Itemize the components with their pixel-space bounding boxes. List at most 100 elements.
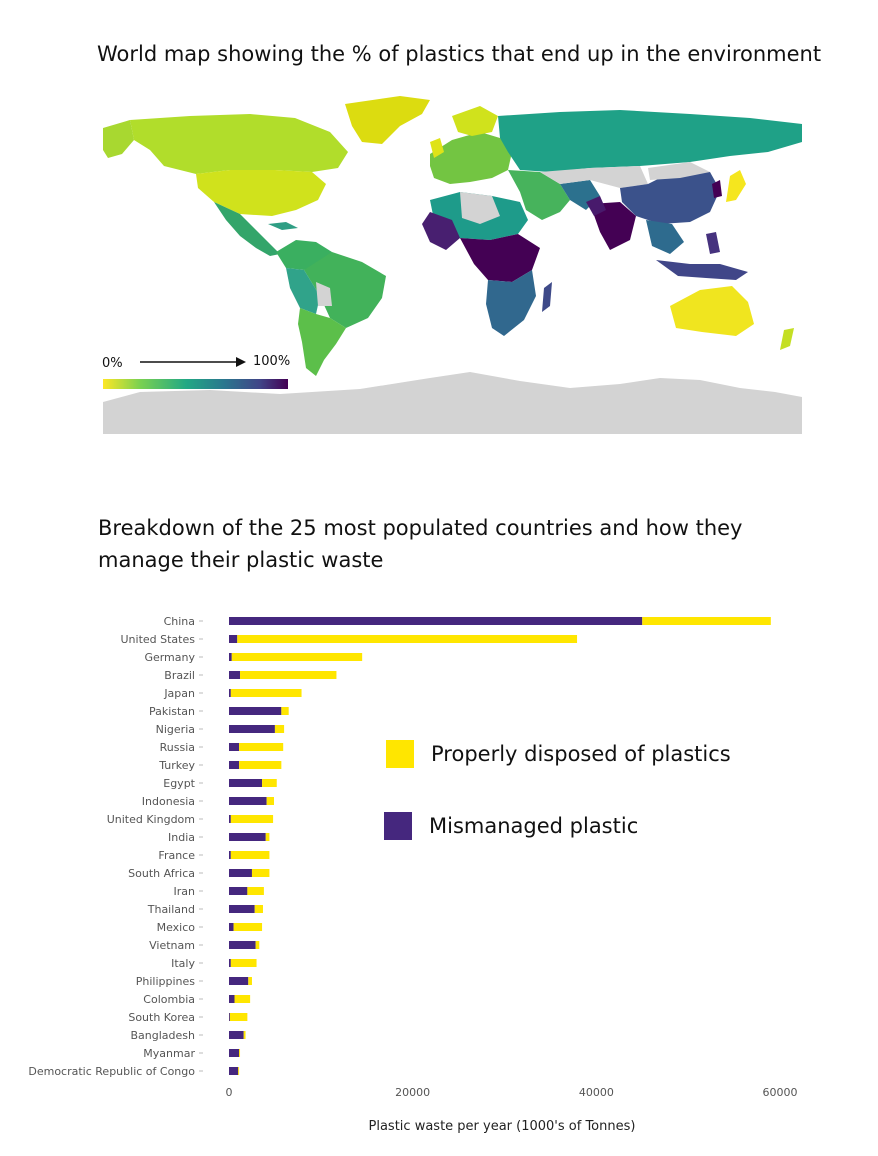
- y-tick-label: Democratic Republic of Congo: [28, 1065, 195, 1078]
- y-tick-label: United States: [121, 633, 196, 646]
- bar-segment: [265, 833, 270, 841]
- bar-segment: [229, 815, 231, 823]
- x-tick-label: 20000: [395, 1086, 430, 1099]
- sahara-region: [460, 192, 500, 224]
- y-tick-label: Philippines: [136, 975, 196, 988]
- y-tick-label: Germany: [144, 651, 195, 664]
- bar-segment: [229, 833, 266, 841]
- new-zealand-region: [780, 328, 794, 350]
- india-region: [590, 202, 636, 250]
- x-tick-label: 0: [226, 1086, 233, 1099]
- y-labels-layer: China United States Germany Brazil Japan Paki…: [28, 615, 203, 1078]
- y-tick-label: Bangladesh: [131, 1029, 196, 1042]
- scandinavia-region: [452, 106, 498, 136]
- bolivia-region: [316, 282, 332, 306]
- pakistan-region: [586, 196, 606, 216]
- y-tick-label: Japan: [163, 687, 195, 700]
- bars-layer: [229, 617, 771, 1075]
- peru-region: [286, 268, 320, 314]
- scale-gradient-bar: [103, 379, 288, 389]
- y-tick-label: Italy: [171, 957, 195, 970]
- southern-cone-region: [298, 308, 346, 376]
- y-tick-label: Indonesia: [142, 795, 195, 808]
- bar-segment: [229, 941, 256, 949]
- uk-region: [430, 138, 444, 158]
- y-tick-label: Vietnam: [149, 939, 195, 952]
- map-title: World map showing the % of plastics that…: [97, 42, 822, 66]
- bar-segment: [229, 851, 231, 859]
- caribbean-region: [268, 222, 298, 230]
- bar-segment: [255, 941, 260, 949]
- antarctica-region: [103, 372, 802, 434]
- alaska-region: [103, 120, 134, 158]
- y-tick-label: China: [164, 615, 195, 628]
- central-asia-region: [540, 166, 648, 188]
- bar-segment: [229, 1013, 248, 1021]
- bar-segment: [229, 1013, 230, 1021]
- y-tick-label: Colombia: [143, 993, 195, 1006]
- bar-segment: [247, 887, 264, 895]
- bar-segment: [229, 707, 282, 715]
- legend-swatch: [384, 812, 412, 840]
- bar-segment: [229, 725, 275, 733]
- mongolia-region: [648, 162, 710, 180]
- central-africa-region: [460, 234, 540, 282]
- bar-segment: [229, 977, 249, 985]
- bar-segment: [230, 959, 257, 967]
- usa-region: [196, 170, 326, 216]
- bar-segment: [281, 707, 289, 715]
- y-tick-label: Egypt: [163, 777, 195, 790]
- bar-segment: [229, 1067, 239, 1075]
- bar-chart: China United States Germany Brazil Japan Paki…: [28, 615, 798, 1134]
- korea-region: [712, 180, 722, 198]
- bar-segment: [239, 761, 282, 769]
- bar-segment: [229, 635, 238, 643]
- chart-title: Breakdown of the 25 most populated count…: [98, 516, 743, 572]
- bar-segment: [233, 923, 263, 931]
- bar-segment: [229, 1031, 244, 1039]
- y-tick-label: Turkey: [158, 759, 195, 772]
- y-tick-label: India: [168, 831, 195, 844]
- x-tick-label: 40000: [579, 1086, 614, 1099]
- legend: Properly disposed of plastics Mismanaged …: [384, 740, 731, 840]
- y-tick-label: France: [158, 849, 195, 862]
- bar-segment: [238, 1067, 240, 1075]
- bar-segment: [237, 635, 578, 643]
- bar-segment: [229, 689, 231, 697]
- x-tick-label: 60000: [763, 1086, 798, 1099]
- brazil-region: [304, 252, 386, 328]
- bar-segment: [230, 815, 274, 823]
- bar-segment: [274, 725, 285, 733]
- bar-segment: [229, 743, 240, 751]
- canada-region: [130, 114, 348, 174]
- bar-segment: [229, 923, 234, 931]
- japan-region: [726, 170, 746, 202]
- south-east-asia-region: [646, 220, 684, 254]
- bar-segment: [229, 959, 231, 967]
- y-tick-label: Brazil: [164, 669, 195, 682]
- bar-segment: [229, 797, 267, 805]
- southern-africa-region: [486, 270, 536, 336]
- scale-min-label: 0%: [102, 356, 123, 371]
- bar-segment: [262, 779, 277, 787]
- bar-segment: [251, 869, 270, 877]
- greenland-region: [345, 96, 430, 144]
- bar-segment: [229, 761, 240, 769]
- x-ticks-layer: 0 20000 40000 60000: [226, 1086, 798, 1099]
- y-tick-label: Myanmar: [143, 1047, 195, 1060]
- bar-segment: [254, 905, 263, 913]
- bar-segment: [230, 689, 302, 697]
- bar-segment: [266, 797, 274, 805]
- bar-segment: [229, 779, 263, 787]
- y-tick-label: Nigeria: [156, 723, 195, 736]
- mexico-region: [214, 202, 280, 256]
- west-africa-region: [422, 212, 460, 250]
- y-tick-label: United Kingdom: [107, 813, 195, 826]
- indonesia-region: [656, 260, 748, 280]
- y-tick-label: South Korea: [128, 1011, 195, 1024]
- bar-segment: [229, 869, 252, 877]
- madagascar-region: [542, 282, 552, 312]
- legend-label: Mismanaged plastic: [429, 814, 638, 838]
- bar-segment: [229, 1049, 240, 1057]
- bar-segment: [229, 617, 643, 625]
